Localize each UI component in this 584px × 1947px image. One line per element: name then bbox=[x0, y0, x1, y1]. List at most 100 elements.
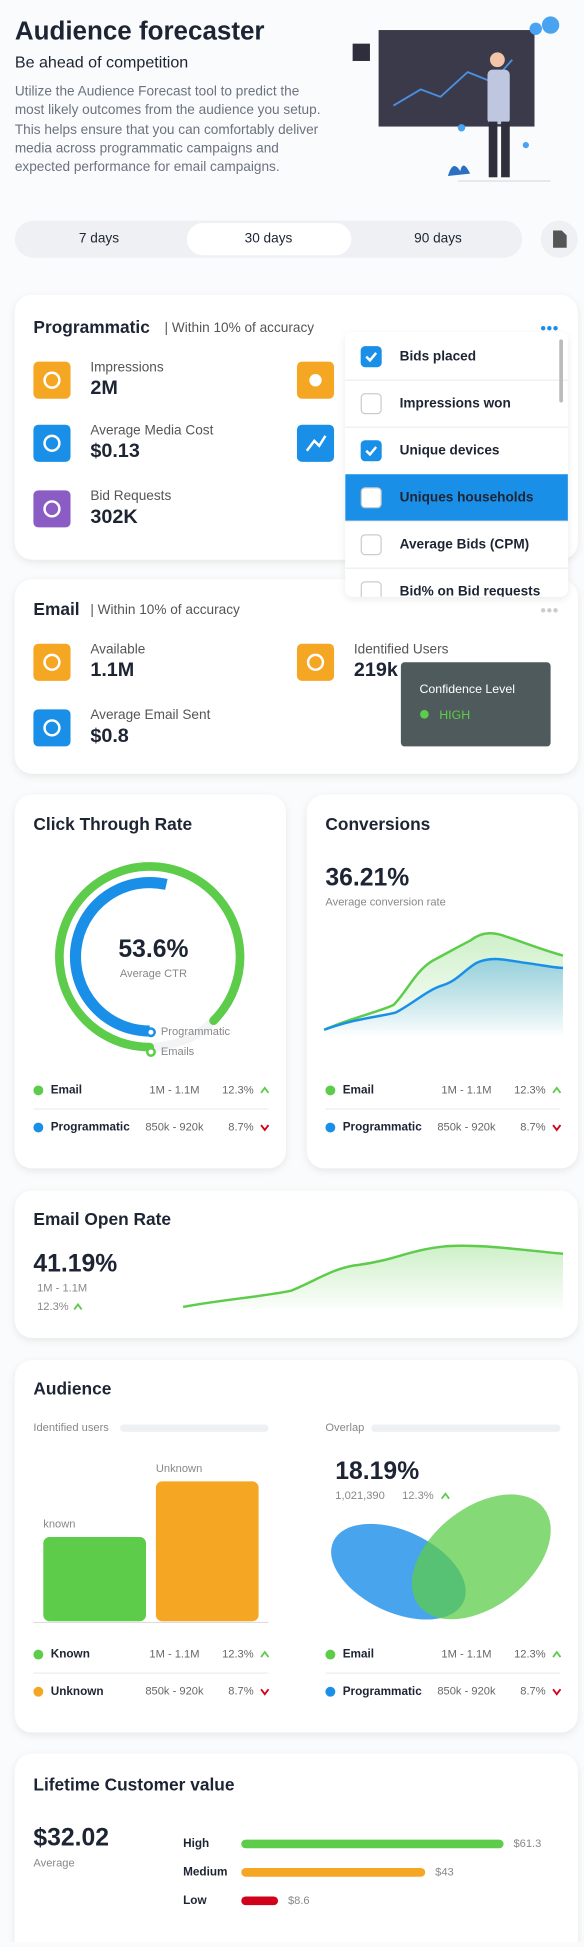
gauge-caption: Average CTR bbox=[120, 968, 187, 980]
menu-dot[interactable] bbox=[547, 608, 552, 613]
icon-glyph bbox=[43, 434, 61, 452]
row-name: Email bbox=[51, 1084, 82, 1097]
decoration bbox=[378, 30, 535, 127]
card-title: Audience bbox=[33, 1378, 111, 1398]
description-box: Utilize the Audience Forecast tool to pr… bbox=[14, 84, 321, 176]
metric-value: 219k bbox=[354, 659, 399, 681]
open-rate-chart bbox=[182, 1244, 564, 1310]
placeholder-bar bbox=[120, 1424, 269, 1432]
decoration bbox=[14, 1360, 578, 1733]
option-label[interactable]: Bid% on Bid requests bbox=[400, 583, 541, 598]
decoration bbox=[14, 794, 286, 1169]
bar bbox=[241, 1839, 504, 1849]
decoration bbox=[323, 932, 564, 1031]
decoration bbox=[488, 121, 498, 178]
metric-label: Impressions bbox=[90, 359, 164, 374]
status-dot bbox=[420, 709, 429, 719]
row-range: 1M - 1.1M bbox=[441, 1084, 491, 1096]
metric-value: $0.13 bbox=[90, 440, 140, 462]
checkbox[interactable] bbox=[360, 440, 382, 462]
icon-glyph bbox=[43, 371, 61, 389]
checkbox[interactable] bbox=[360, 346, 382, 368]
decoration bbox=[14, 1753, 578, 1947]
row-range: 850k - 920k bbox=[145, 1121, 204, 1133]
legend-label: Programmatic bbox=[161, 1026, 231, 1038]
metric-icon bbox=[33, 643, 71, 681]
tab[interactable]: 90 days bbox=[414, 231, 462, 246]
checkbox[interactable] bbox=[360, 393, 382, 415]
illustration bbox=[352, 16, 560, 182]
menu-dot[interactable] bbox=[540, 326, 546, 331]
option-label[interactable]: Average Bids (CPM) bbox=[400, 536, 530, 551]
decoration bbox=[182, 1244, 564, 1309]
trend-arrow bbox=[552, 1086, 562, 1094]
audience-bar bbox=[43, 1537, 146, 1622]
gauge-label: 53.6% bbox=[118, 936, 188, 963]
metric-value: 302K bbox=[90, 506, 138, 528]
card-title: Lifetime Customer value bbox=[33, 1774, 234, 1794]
menu-dot[interactable] bbox=[547, 326, 552, 331]
decoration bbox=[501, 121, 510, 178]
card-title: Programmatic bbox=[33, 317, 150, 337]
menu-dot[interactable] bbox=[553, 326, 558, 331]
checkbox[interactable] bbox=[360, 534, 382, 556]
card-note: | Within 10% of accuracy bbox=[165, 320, 315, 335]
metric-icon bbox=[33, 490, 71, 528]
card-title: Email Open Rate bbox=[33, 1209, 171, 1229]
icon-glyph bbox=[43, 500, 61, 518]
metric-value: 1.1M bbox=[90, 659, 134, 681]
value-label: $8.6 bbox=[288, 1895, 310, 1907]
menu-dot[interactable] bbox=[553, 608, 558, 613]
trend-arrow bbox=[552, 1650, 562, 1658]
option-highlight bbox=[345, 474, 568, 522]
option-label[interactable]: Uniques households bbox=[400, 489, 534, 504]
decoration bbox=[489, 52, 505, 68]
row-change: 12.3% bbox=[514, 1649, 546, 1661]
trend-arrow bbox=[260, 1688, 270, 1696]
value-label: $43 bbox=[435, 1866, 454, 1878]
bar-label: Unknown bbox=[156, 1463, 202, 1475]
decoration bbox=[323, 957, 563, 1031]
checkbox[interactable] bbox=[360, 487, 382, 509]
decoration bbox=[447, 165, 471, 177]
kpi-caption: Average bbox=[33, 1858, 74, 1870]
metric-value: 2M bbox=[90, 377, 117, 399]
metric-label: Bid Requests bbox=[90, 488, 171, 503]
tooltip bbox=[400, 662, 551, 747]
trend-arrow bbox=[73, 1302, 83, 1310]
metric-icon bbox=[33, 709, 71, 747]
kpi-change: 12.3% bbox=[37, 1301, 69, 1313]
tab[interactable]: 30 days bbox=[245, 231, 293, 246]
option-label[interactable]: Impressions won bbox=[400, 395, 511, 410]
trend-arrow bbox=[260, 1086, 270, 1094]
tooltip-title: Confidence Level bbox=[419, 682, 515, 696]
decoration bbox=[305, 435, 327, 452]
legend-dot bbox=[33, 1085, 44, 1096]
section-label: Overlap bbox=[325, 1422, 364, 1434]
description: Utilize the Audience Forecast tool to pr… bbox=[14, 84, 321, 176]
menu-dot[interactable] bbox=[540, 608, 546, 613]
kpi: $32.02 bbox=[33, 1824, 109, 1851]
card-title: Conversions bbox=[325, 814, 430, 834]
legend-label: Emails bbox=[161, 1046, 195, 1058]
title: Audience forecaster bbox=[15, 15, 265, 45]
kpi: 18.19% bbox=[335, 1458, 419, 1485]
row-range: 1M - 1.1M bbox=[149, 1649, 199, 1661]
gauge-value bbox=[69, 877, 168, 1037]
metric-value: $0.8 bbox=[90, 725, 129, 747]
bar bbox=[241, 1896, 279, 1906]
tab[interactable]: 7 days bbox=[79, 231, 119, 246]
option-label[interactable]: Bids placed bbox=[400, 348, 476, 363]
legend-dot bbox=[325, 1649, 336, 1660]
bar-category: Medium bbox=[183, 1865, 227, 1878]
hidden-icons bbox=[296, 361, 335, 462]
row-name: Programmatic bbox=[343, 1685, 422, 1698]
value-label: $61.3 bbox=[513, 1838, 541, 1850]
section-label: Identified users bbox=[33, 1422, 109, 1434]
row-range: 850k - 920k bbox=[437, 1686, 496, 1698]
dropdown bbox=[345, 331, 568, 597]
checkbox[interactable] bbox=[360, 581, 382, 602]
row-range: 1M - 1.1M bbox=[149, 1084, 199, 1096]
option-label[interactable]: Unique devices bbox=[400, 442, 500, 457]
